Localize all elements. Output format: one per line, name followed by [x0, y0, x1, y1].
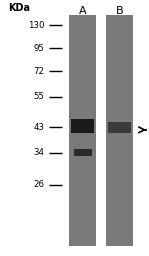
Bar: [69, 15, 96, 246]
Bar: [108, 122, 131, 133]
Text: 72: 72: [34, 67, 45, 76]
Text: 55: 55: [34, 92, 45, 101]
Text: 34: 34: [34, 148, 45, 157]
Text: B: B: [115, 6, 123, 16]
Bar: [106, 15, 133, 246]
Text: 130: 130: [28, 21, 45, 30]
Text: 26: 26: [34, 180, 45, 189]
Text: 95: 95: [34, 44, 45, 53]
Text: KDa: KDa: [8, 3, 30, 13]
Bar: [74, 149, 92, 156]
Bar: [71, 119, 94, 133]
Text: 43: 43: [34, 123, 45, 132]
Text: A: A: [79, 6, 87, 16]
